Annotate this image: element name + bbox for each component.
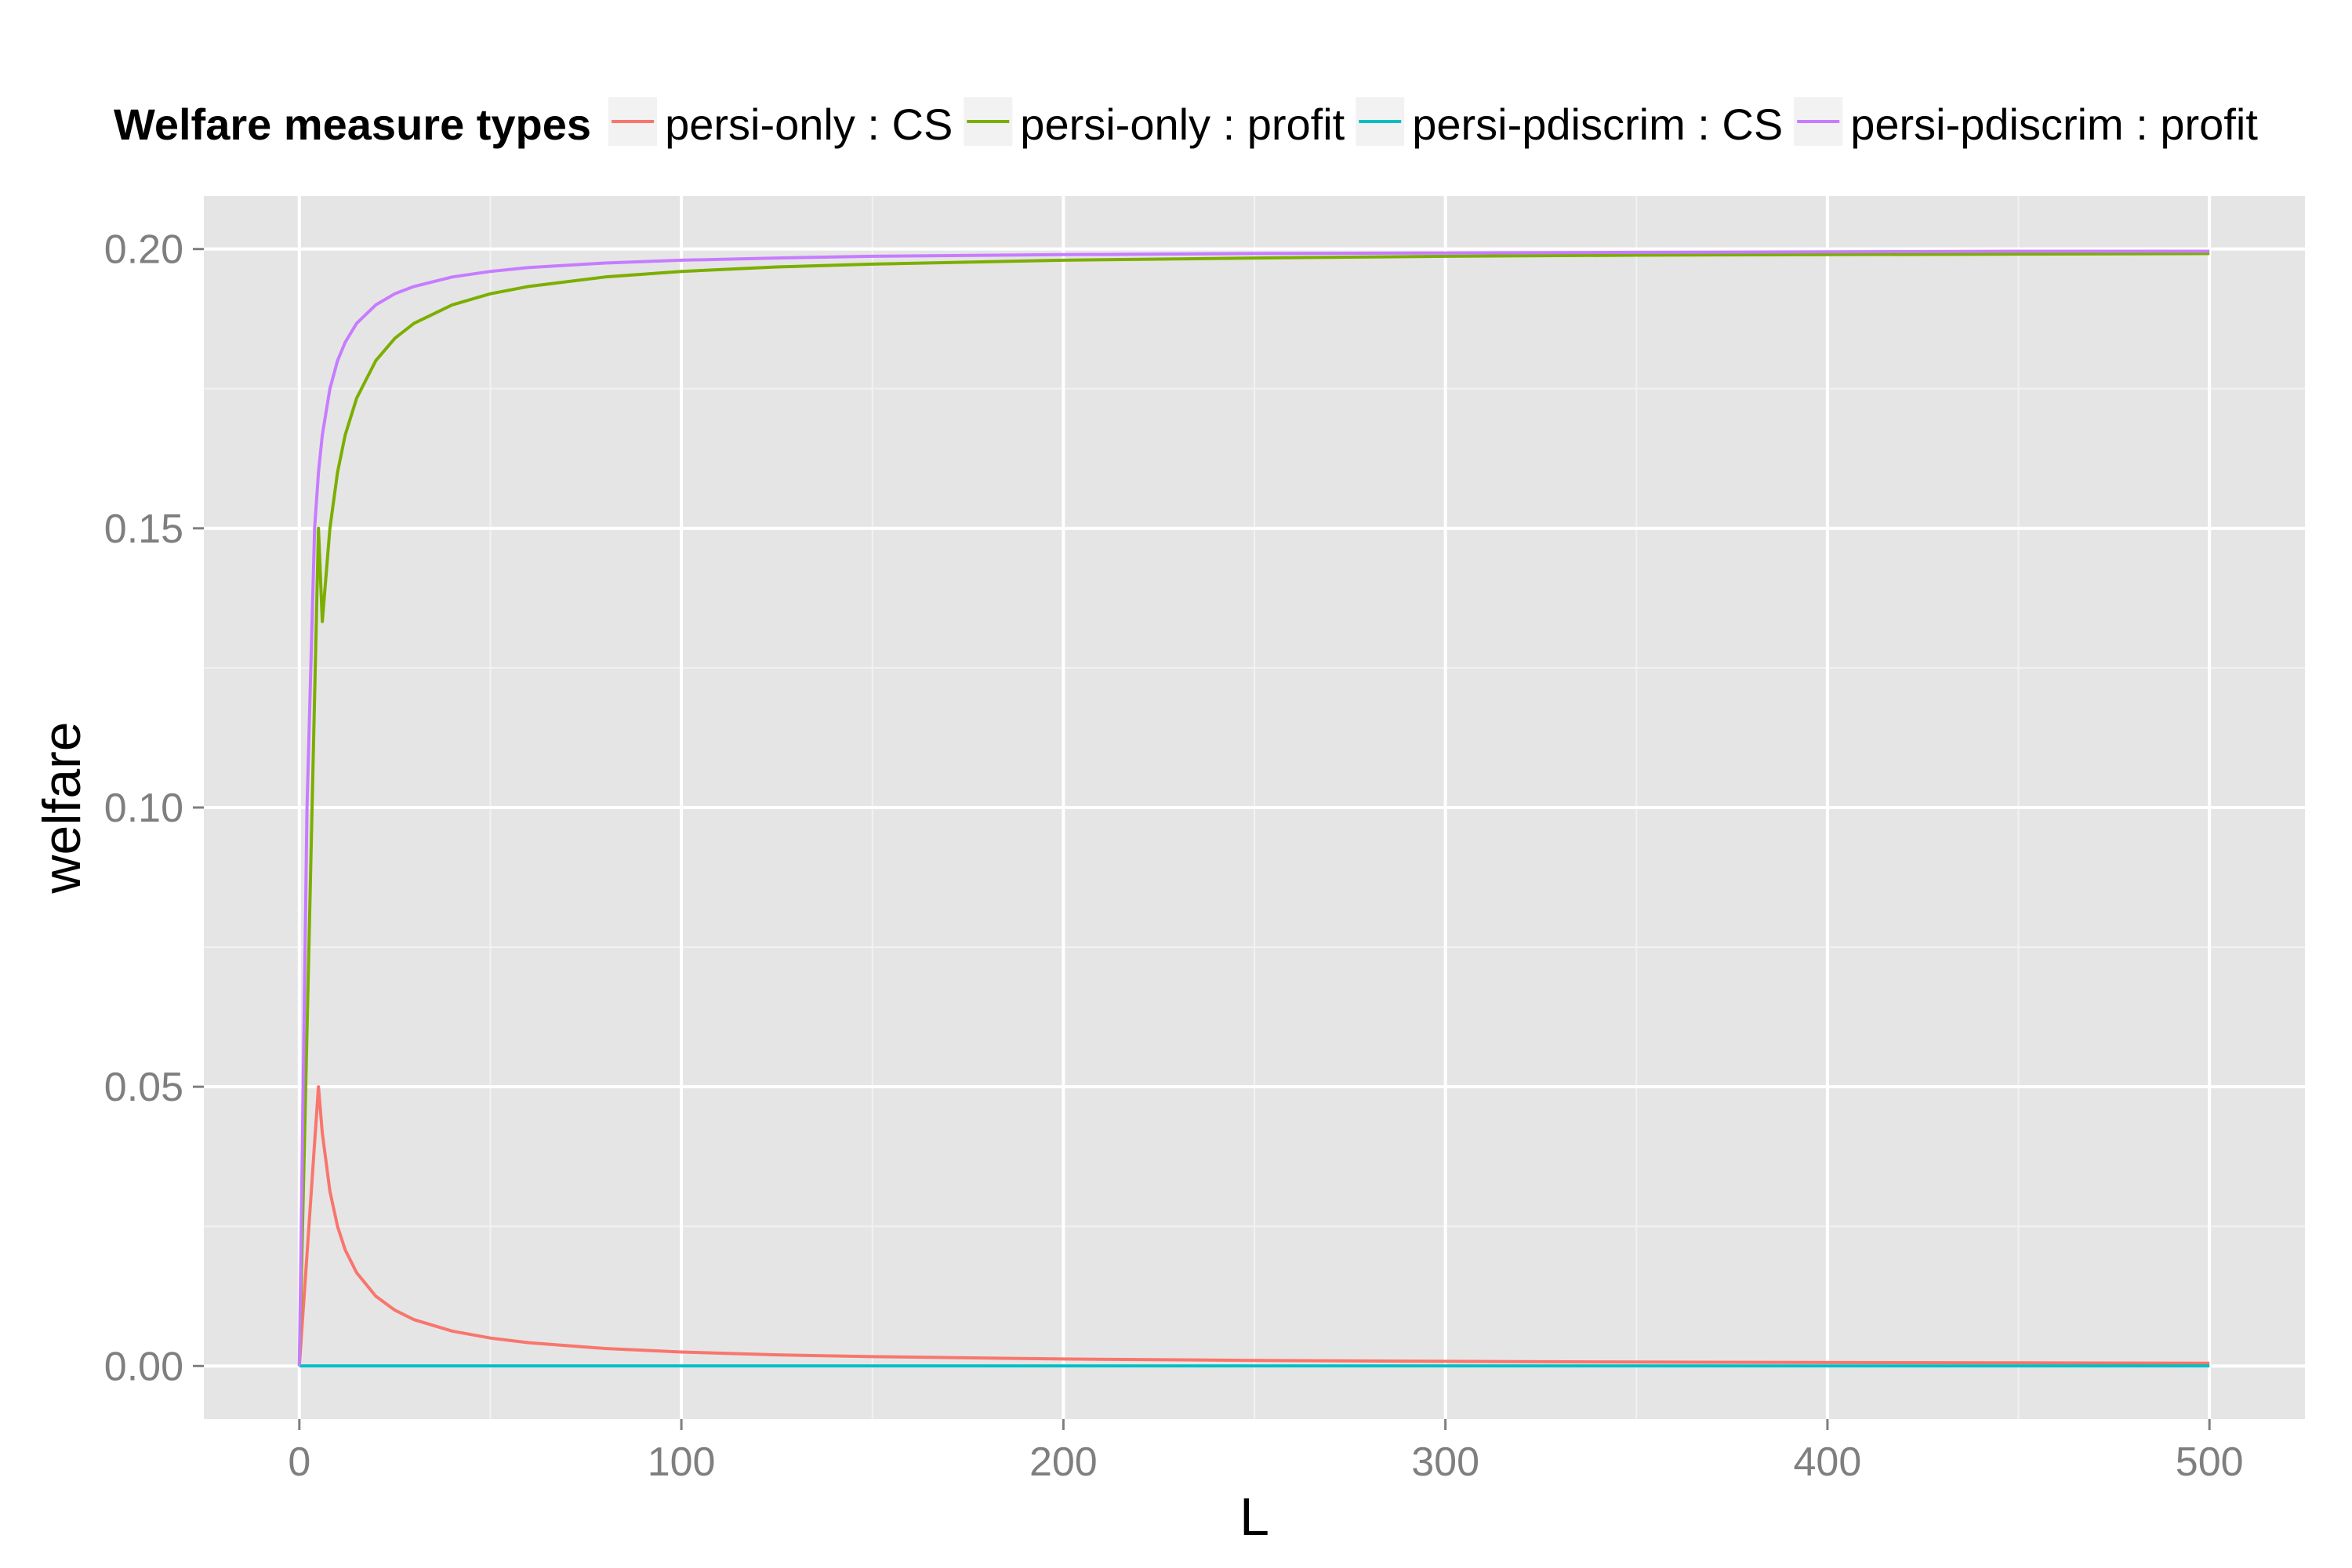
legend-label: persi-only : CS	[665, 100, 953, 149]
legend: Welfare measure types persi-only : CS per…	[114, 97, 2258, 149]
x-tick-label: 300	[1411, 1439, 1479, 1485]
legend-item: persi-pdiscrim : profit	[1794, 97, 2258, 149]
legend-title: Welfare measure types	[114, 100, 591, 149]
series-line-persi-only-cs	[297, 1085, 2210, 1367]
y-tick-label: 0.20	[104, 227, 183, 273]
x-axis-title: L	[1240, 1487, 1269, 1547]
legend-label: persi-pdiscrim : CS	[1412, 100, 1783, 149]
y-tick-label: 0.05	[104, 1065, 183, 1110]
y-axis-title: welfare	[32, 721, 92, 894]
y-tick-label: 0.00	[104, 1344, 183, 1389]
x-tick-label: 400	[1794, 1439, 1862, 1485]
series-line-persi-pdiscrim-profit	[297, 249, 2210, 1367]
x-tick-label: 500	[2176, 1439, 2244, 1485]
x-tick-label: 0	[288, 1439, 310, 1485]
legend-item: persi-only : CS	[608, 97, 953, 149]
x-tick-label: 200	[1029, 1439, 1098, 1485]
y-tick-label: 0.15	[104, 506, 183, 552]
series-line-persi-only-profit	[297, 252, 2210, 1367]
legend-item: persi-only : profit	[964, 97, 1345, 149]
legend-item: persi-pdiscrim : CS	[1356, 97, 1783, 149]
x-tick-label: 100	[648, 1439, 716, 1485]
legend-label: persi-only : profit	[1020, 100, 1345, 149]
y-tick-label: 0.10	[104, 786, 183, 831]
legend-label: persi-pdiscrim : profit	[1850, 100, 2258, 149]
